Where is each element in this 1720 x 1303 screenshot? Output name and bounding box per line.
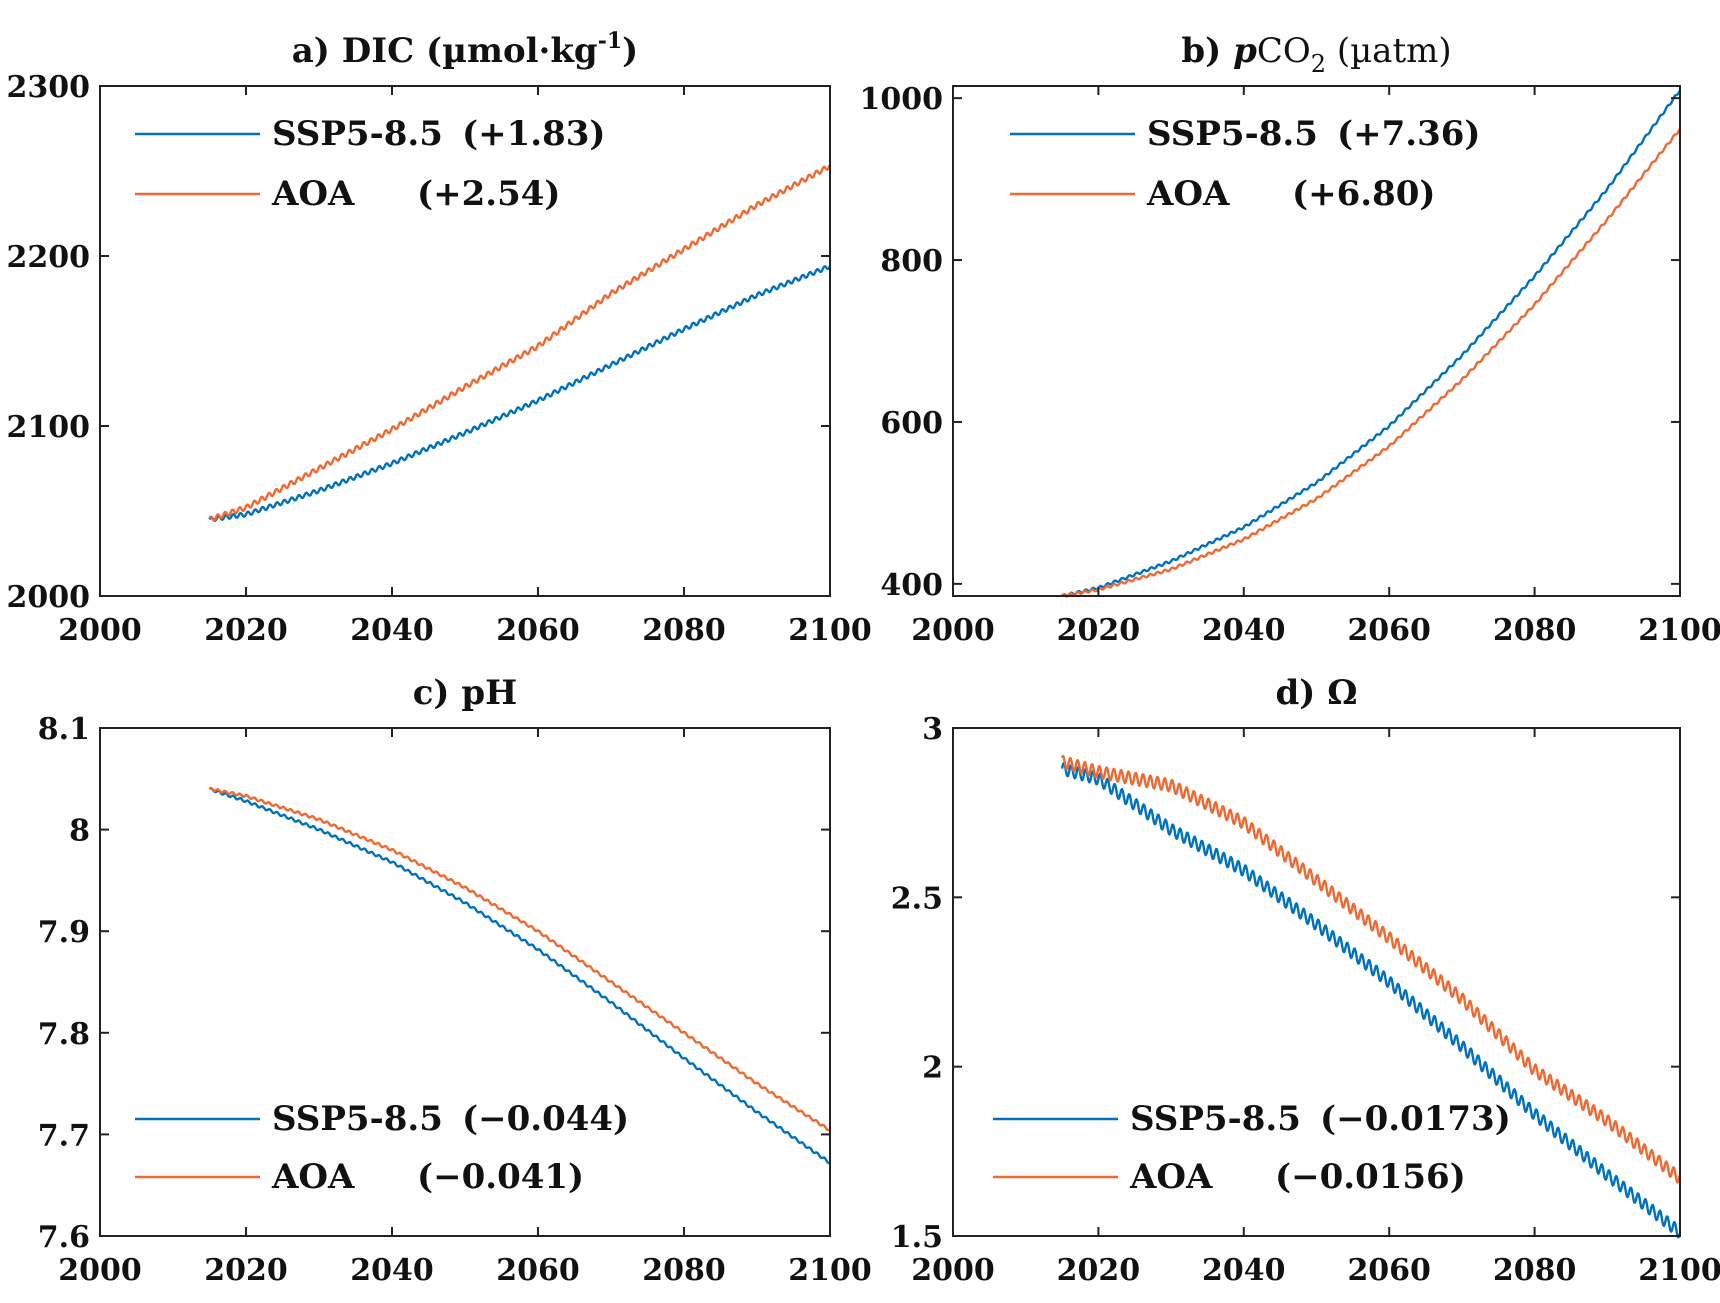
legend-value-ssp: (+1.83) <box>462 114 605 154</box>
legend-label-ssp: SSP5-8.5 <box>1147 114 1318 154</box>
series-line-d-aoa <box>1060 754 1681 1184</box>
legend-label-aoa: AOA <box>271 174 355 214</box>
legend-value-aoa: (+2.54) <box>417 174 560 214</box>
panel-d: 2000 2020 2040 2060 2080 2100 1.5 2 2.5 3 d) Ω SSP5… <box>891 673 1720 1288</box>
series-line-c-aoa <box>208 786 831 1132</box>
x-tick-label: 2000 <box>911 1253 995 1288</box>
x-tick-label: 2000 <box>58 613 142 648</box>
x-tick-label: 2100 <box>788 1253 872 1288</box>
x-tick-label: 2100 <box>1638 613 1720 648</box>
y-tick-label: 7.7 <box>38 1118 90 1153</box>
x-tick-label: 2080 <box>642 1253 726 1288</box>
x-tick-label: 2080 <box>1493 1253 1577 1288</box>
x-tick-label: 2020 <box>1057 613 1141 648</box>
legend-label-aoa: AOA <box>271 1157 355 1197</box>
chart-title: c) pH <box>413 673 518 713</box>
x-tick-label: 2020 <box>1057 1253 1141 1288</box>
y-tick-label: 3 <box>922 712 943 747</box>
legend-value-aoa: (−0.0156) <box>1275 1157 1466 1197</box>
y-tick-label: 600 <box>880 406 943 441</box>
y-tick-label: 2200 <box>7 240 91 275</box>
x-tick-label: 2000 <box>58 1253 142 1288</box>
y-tick-label: 2300 <box>7 70 91 105</box>
panel-c: 2000 2020 2040 2060 2080 2100 7.6 7.7 7.8 7.9 8 8.1… <box>38 673 872 1288</box>
x-tick-label: 2100 <box>1638 1253 1720 1288</box>
series-line-b-ssp <box>1061 90 1681 598</box>
y-tick-label: 800 <box>880 244 943 279</box>
series-line-a-ssp <box>208 265 831 522</box>
x-tick-label: 2060 <box>1347 1253 1431 1288</box>
legend-value-aoa: (−0.041) <box>417 1157 584 1197</box>
panel-a: 2000 2020 2040 2060 2080 2100 2000 2100 2200 2300… <box>7 28 872 648</box>
y-tick-label: 1.5 <box>891 1220 943 1255</box>
legend-label-ssp: SSP5-8.5 <box>1130 1099 1301 1139</box>
series-line-c-ssp <box>208 787 831 1165</box>
x-tick-label: 2040 <box>350 1253 434 1288</box>
y-tick-label: 2.5 <box>891 881 943 916</box>
legend-value-aoa: (+6.80) <box>1292 174 1435 214</box>
x-tick-label: 2040 <box>1202 1253 1286 1288</box>
axes-frame <box>99 727 831 1237</box>
x-tick-label: 2040 <box>350 613 434 648</box>
legend-label-aoa: AOA <box>1129 1157 1213 1197</box>
y-tick-label: 1000 <box>860 82 944 117</box>
x-tick-label: 2020 <box>204 613 288 648</box>
y-tick-label: 8 <box>69 814 90 849</box>
series-line-d-ssp <box>1060 761 1681 1239</box>
legend-label-ssp: SSP5-8.5 <box>272 114 443 154</box>
panel-b: 2000 2020 2040 2060 2080 2100 400 600 800 1000 b) … <box>860 31 1720 648</box>
x-tick-label: 2040 <box>1202 613 1286 648</box>
x-tick-label: 2080 <box>1493 613 1577 648</box>
chart-title: a) DIC (µmol·kg-1) <box>292 28 639 71</box>
y-tick-label: 7.9 <box>38 915 90 950</box>
x-tick-label: 2080 <box>642 613 726 648</box>
axes-frame <box>99 85 831 597</box>
y-tick-label: 2 <box>922 1051 943 1086</box>
y-tick-label: 7.6 <box>38 1220 90 1255</box>
x-tick-label: 2060 <box>496 1253 580 1288</box>
legend-label-ssp: SSP5-8.5 <box>272 1099 443 1139</box>
x-tick-label: 2020 <box>204 1253 288 1288</box>
series-line-a-aoa <box>208 164 831 522</box>
x-tick-label: 2060 <box>496 613 580 648</box>
y-tick-label: 2000 <box>7 580 91 615</box>
legend-value-ssp: (+7.36) <box>1337 114 1480 154</box>
axes-frame <box>952 85 1681 597</box>
y-tick-label: 400 <box>880 568 943 603</box>
chart-title: b) pCO2 (µatm) <box>1181 31 1451 78</box>
legend-label-aoa: AOA <box>1146 174 1230 214</box>
y-tick-label: 2100 <box>7 410 91 445</box>
axes-frame <box>952 727 1681 1237</box>
series-line-b-aoa <box>1061 128 1681 598</box>
y-tick-label: 7.8 <box>38 1017 90 1052</box>
x-tick-label: 2060 <box>1347 613 1431 648</box>
y-tick-label: 8.1 <box>38 712 90 747</box>
legend-value-ssp: (−0.0173) <box>1320 1099 1511 1139</box>
x-tick-label: 2000 <box>911 613 995 648</box>
legend-value-ssp: (−0.044) <box>462 1099 629 1139</box>
chart-title: d) Ω <box>1276 673 1358 713</box>
x-tick-label: 2100 <box>788 613 872 648</box>
